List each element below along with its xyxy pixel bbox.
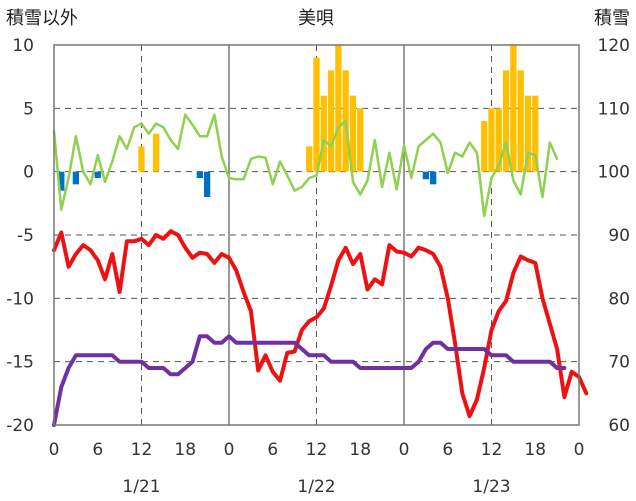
line-layer (52, 113, 589, 427)
left-y-tick-label: -5 (17, 226, 34, 246)
x-tick-label: 0 (224, 440, 235, 460)
right-y-tick-label: 80 (608, 289, 630, 309)
left-y-tick-label: -10 (6, 289, 34, 309)
x-tick-label: 18 (524, 440, 546, 460)
snowfall_bar-bar (532, 95, 539, 172)
left-y-tick-label: 10 (12, 36, 34, 56)
snowfall_bar-bar (152, 133, 160, 172)
snowfall_bar-bar (524, 95, 532, 172)
snowfall_bar-bar (306, 146, 313, 172)
x-tick-label: 0 (399, 440, 410, 460)
light_green_series-line (52, 113, 559, 218)
negative_bar-bar (196, 171, 203, 178)
right-y-tick-label: 90 (608, 226, 630, 246)
right-axis-label: 積雪 (594, 8, 630, 29)
x-tick-label: 12 (481, 440, 503, 460)
negative_bar-bar (72, 171, 80, 185)
snowfall_bar-bar (517, 70, 524, 172)
x-tick-label: 18 (349, 440, 371, 460)
day-label: 1/21 (122, 477, 160, 497)
snowfall_bar-bar (481, 121, 488, 172)
negative_bar-bar (430, 171, 437, 185)
snowfall_bar-bar (495, 108, 502, 172)
x-tick-label: 0 (574, 440, 585, 460)
snowfall_bar-bar (335, 45, 342, 172)
x-tick-label: 12 (306, 440, 328, 460)
plot-frame (53, 44, 580, 426)
snowfall_bar-bar (327, 70, 335, 172)
negative_bar-bar (94, 171, 101, 178)
right-y-tick-label: 120 (598, 36, 630, 56)
x-tick-label: 18 (174, 440, 196, 460)
left-y-tick-label: -20 (6, 416, 34, 436)
snowfall_bar-bar (138, 146, 145, 172)
chart-title: 美唄 (298, 8, 334, 29)
snowfall_bar-bar (320, 95, 327, 172)
right-y-tick-label: 110 (598, 99, 630, 119)
snowfall_bar-bar (502, 70, 510, 172)
x-tick-label: 6 (267, 440, 278, 460)
left-y-tick-label: 5 (23, 99, 34, 119)
negative_bar-bar (422, 171, 430, 180)
grid-layer (54, 45, 579, 425)
left-y-tick-label: 0 (23, 163, 34, 183)
left-y-tick-label: -15 (6, 353, 34, 373)
x-tick-label: 6 (442, 440, 453, 460)
right-y-tick-label: 70 (608, 353, 630, 373)
snowfall_bar-bar (357, 108, 364, 172)
temperature-line (52, 229, 589, 419)
snow_depth-line (52, 334, 567, 427)
x-tick-label: 6 (92, 440, 103, 460)
negative_bar-bar (58, 171, 65, 191)
snowfall_bar-bar (510, 45, 517, 172)
right-y-tick-label: 100 (598, 163, 630, 183)
day-label: 1/22 (297, 477, 335, 497)
snowfall_bar-bar (349, 95, 357, 172)
snowfall_bar-bar (313, 57, 320, 172)
negative_bar-bar (203, 171, 211, 197)
right-y-tick-label: 60 (608, 416, 630, 436)
snowfall_bar-bar (488, 108, 495, 172)
x-tick-label: 0 (49, 440, 60, 460)
x-tick-label: 12 (131, 440, 153, 460)
day-label: 1/23 (472, 477, 510, 497)
left-axis-label: 積雪以外 (6, 8, 78, 29)
